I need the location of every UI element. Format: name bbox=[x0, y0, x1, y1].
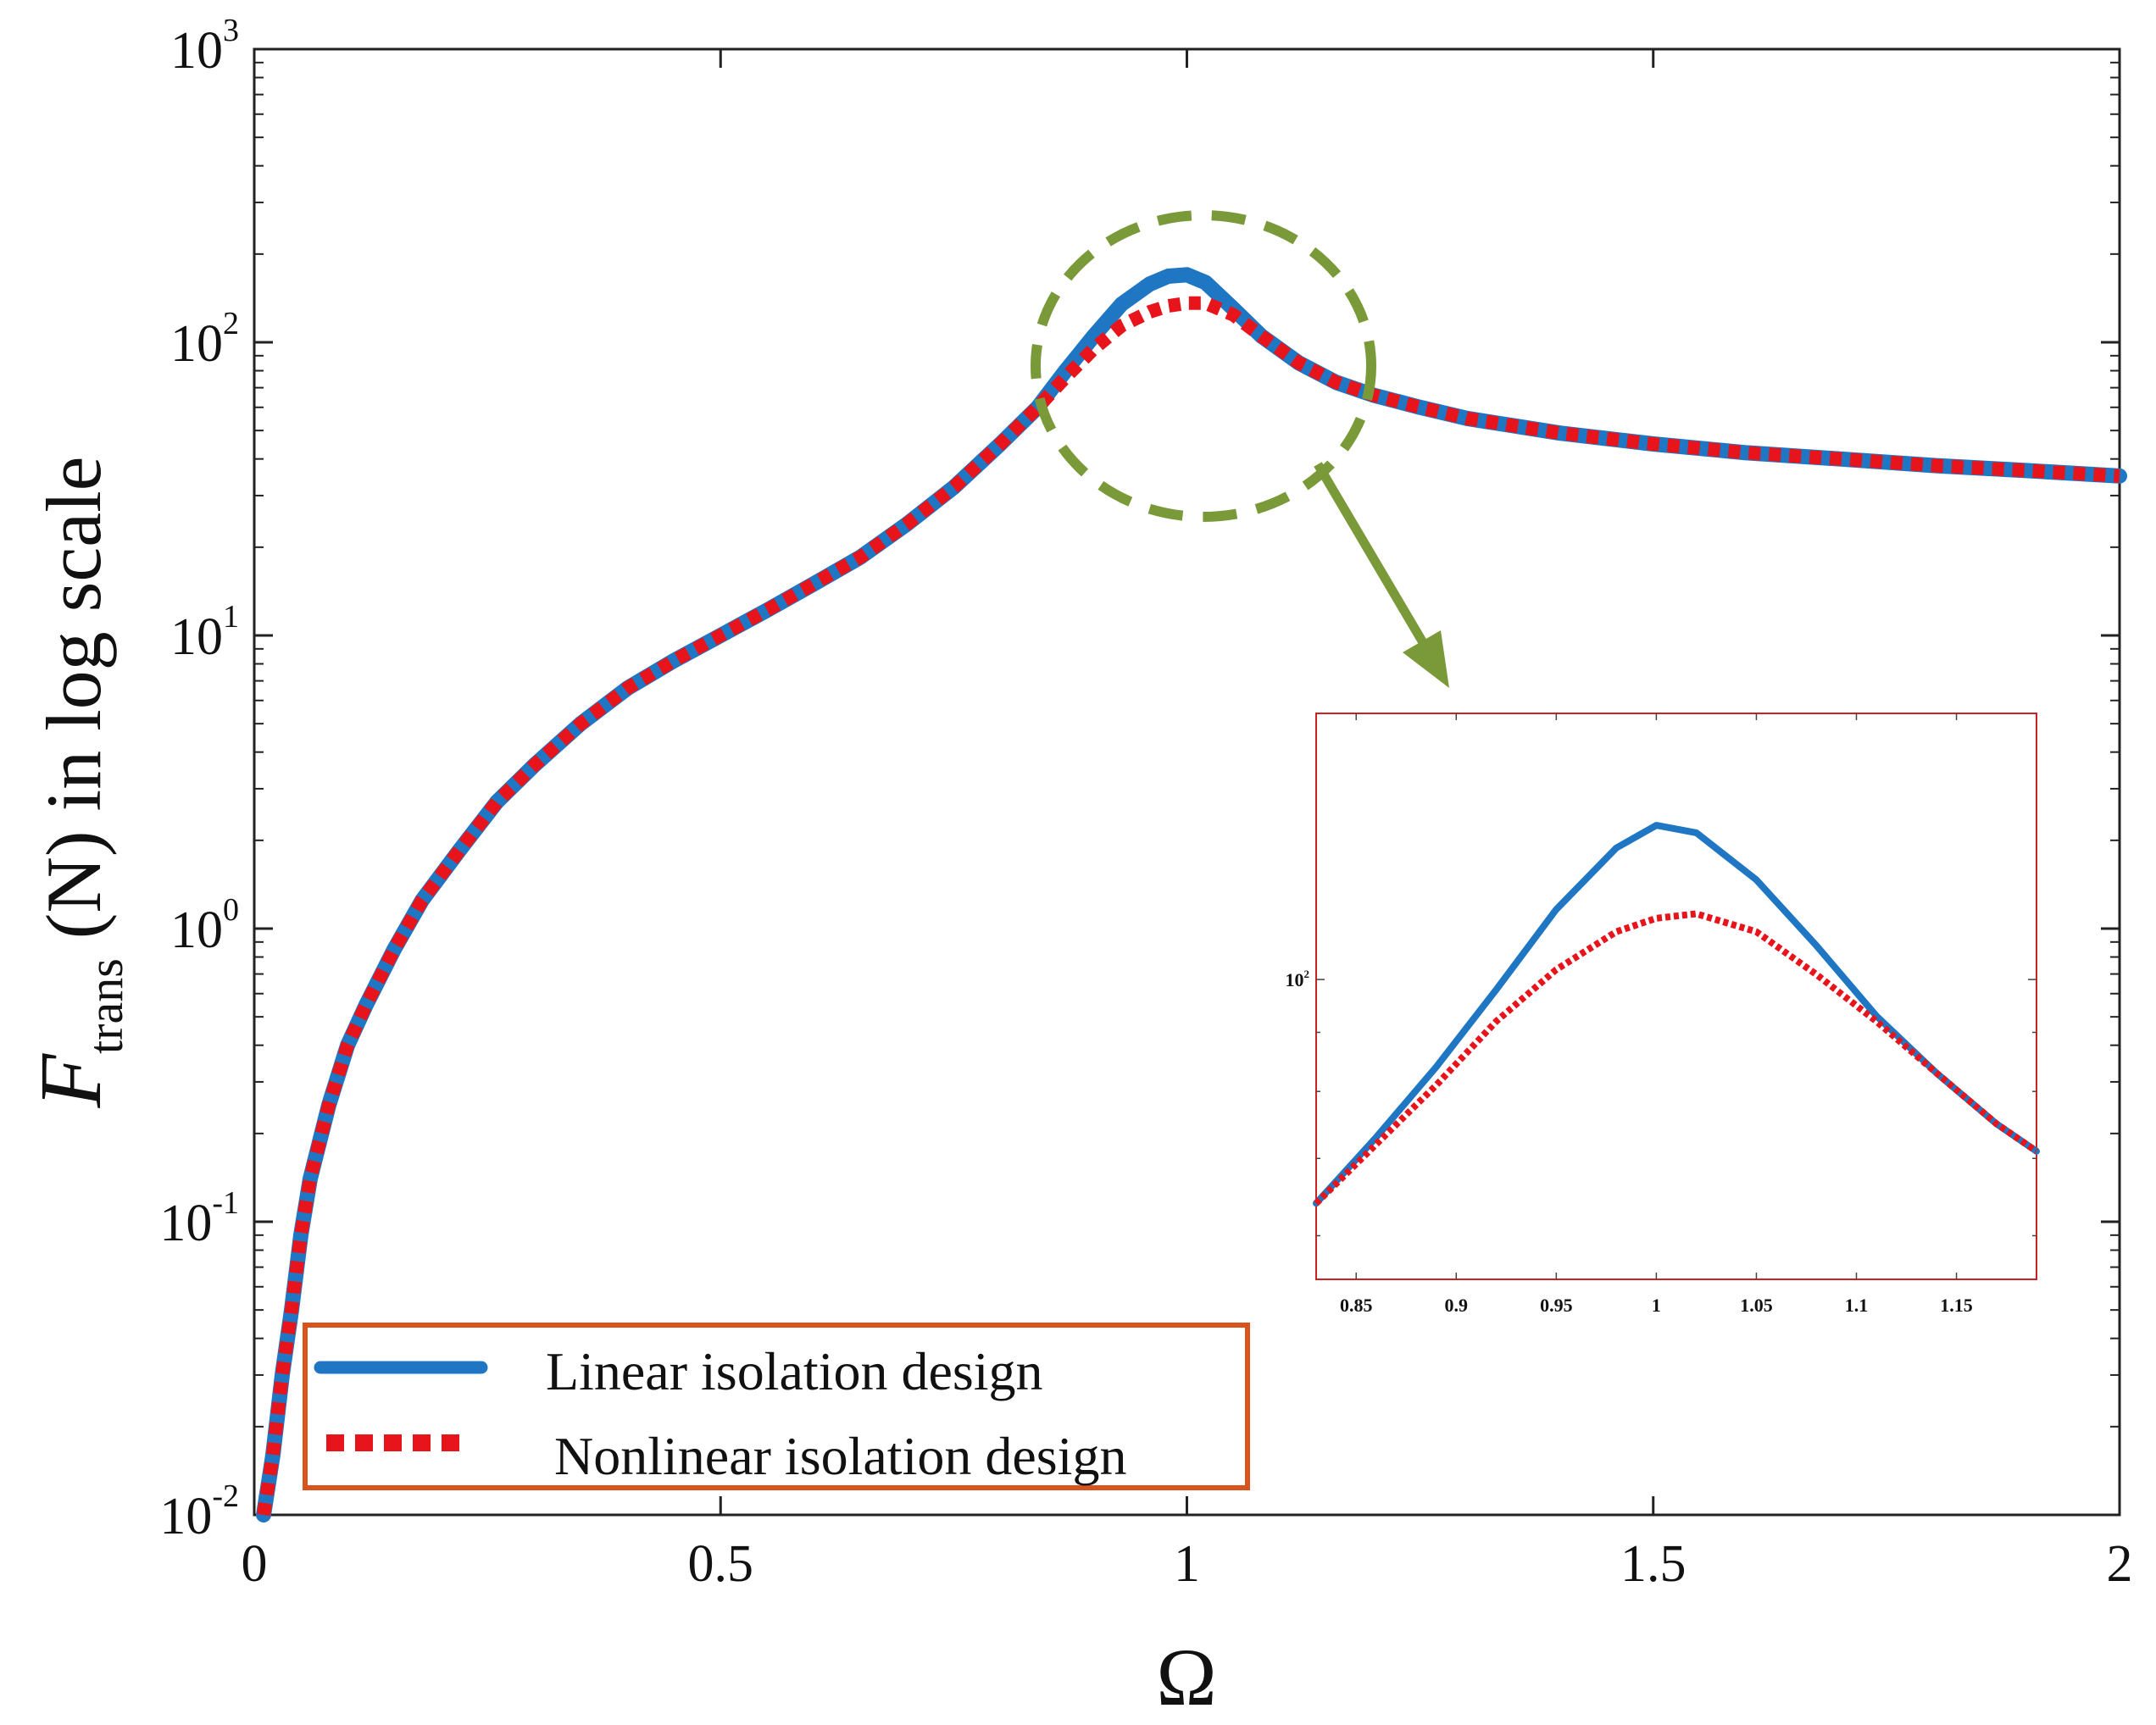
x-tick-label-3: 1.5 bbox=[1620, 1535, 1686, 1593]
legend: Linear isolation design Nonlinear isolat… bbox=[303, 1323, 1250, 1490]
inset-series-line-nonlinear bbox=[1314, 910, 2039, 1206]
inset-x-tick-label-2: 0.95 bbox=[1540, 1295, 1573, 1316]
y-axis-label-subscript: trans bbox=[78, 958, 133, 1054]
series-line-nonlinear bbox=[257, 296, 2120, 1517]
y-tick-label-4: 102 bbox=[170, 306, 239, 373]
inset-frame bbox=[1315, 713, 2037, 1280]
legend-box bbox=[303, 1323, 1250, 1490]
x-axis-ticks: 0 0.5 1 1.5 2 bbox=[242, 49, 2133, 1593]
inset-x-tick-label-0: 0.85 bbox=[1340, 1295, 1373, 1316]
main-series bbox=[256, 267, 2127, 1523]
zoom-arrow-shaft bbox=[1314, 462, 1428, 646]
y-axis-label: Ftrans (N) in log scale bbox=[22, 457, 133, 1109]
inset-series bbox=[1313, 822, 2040, 1207]
y-tick-label-5: 103 bbox=[170, 13, 239, 80]
y-tick-label-3: 101 bbox=[170, 599, 239, 666]
y-tick-label-0: 10-2 bbox=[159, 1478, 239, 1545]
inset-x-tick-label-5: 1.1 bbox=[1845, 1295, 1869, 1316]
y-axis-label-rest: (N) in log scale bbox=[31, 457, 117, 959]
x-tick-label-4: 2 bbox=[2107, 1535, 2133, 1593]
x-axis-label: Ω bbox=[1156, 1632, 1216, 1722]
zoom-circle bbox=[1031, 210, 1376, 522]
zoom-arrow-head bbox=[1403, 630, 1449, 688]
y-tick-label-1: 10-1 bbox=[159, 1185, 239, 1252]
inset-x-tick-label-3: 1 bbox=[1652, 1295, 1661, 1316]
inset-x-tick-label-1: 0.9 bbox=[1445, 1295, 1469, 1316]
legend-label-nonlinear: Nonlinear isolation design bbox=[554, 1426, 1126, 1486]
x-tick-label-1: 0.5 bbox=[688, 1535, 754, 1593]
legend-label-linear: Linear isolation design bbox=[546, 1341, 1043, 1401]
inset-y-tick-label: 102 bbox=[1286, 968, 1310, 990]
x-tick-label-2: 1 bbox=[1174, 1535, 1200, 1593]
y-axis-ticks: 10-2 10-1 100 101 102 103 bbox=[159, 13, 2120, 1545]
inset-ticks: 0.85 0.9 0.95 1 1.05 1.1 1.15 102 bbox=[1286, 713, 2037, 1316]
y-tick-label-2: 100 bbox=[170, 892, 239, 959]
inset-plot: 0.85 0.9 0.95 1 1.05 1.1 1.15 102 bbox=[1286, 713, 2040, 1316]
inset-x-tick-label-4: 1.05 bbox=[1740, 1295, 1773, 1316]
y-axis-label-symbol: F bbox=[22, 1052, 119, 1108]
x-tick-label-0: 0 bbox=[242, 1535, 268, 1593]
inset-x-tick-label-6: 1.15 bbox=[1940, 1295, 1973, 1316]
